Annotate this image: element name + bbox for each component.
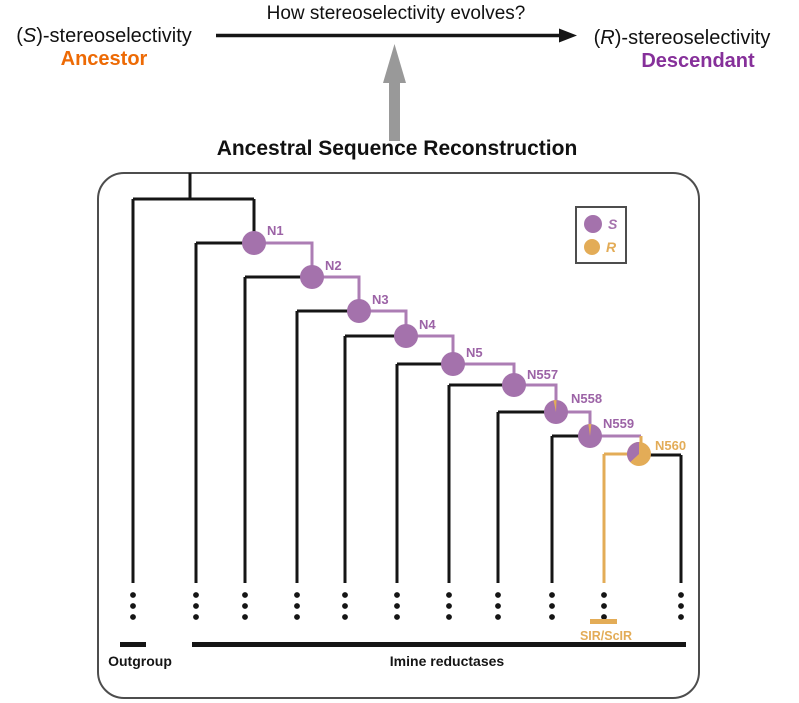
outgroup-label: Outgroup xyxy=(108,653,172,669)
evolution-arrow xyxy=(216,28,577,43)
descendant-role-label: Descendant xyxy=(641,50,755,72)
leaf-dot xyxy=(601,592,607,598)
node-pie-n4 xyxy=(394,324,418,348)
node-pie-n558 xyxy=(544,399,568,424)
leaf-dot xyxy=(495,614,501,620)
node-pie-n1 xyxy=(242,231,266,255)
leaf-dot xyxy=(294,603,300,609)
node-label-n2: N2 xyxy=(325,258,342,273)
legend-row-s: S xyxy=(584,214,625,233)
leaf-dot xyxy=(342,603,348,609)
leaf-dot xyxy=(446,592,452,598)
up-arrow-shape xyxy=(383,44,406,141)
node-label-n3: N3 xyxy=(372,292,389,307)
question-title: How stereoselectivity evolves? xyxy=(266,3,526,24)
ancestor-role-label: Ancestor xyxy=(60,48,148,70)
leaf-dot xyxy=(242,614,248,620)
evolution-arrow-head xyxy=(559,28,577,43)
leaf-dots xyxy=(130,592,684,620)
leaf-dot xyxy=(294,614,300,620)
ancestor-block: (S)-stereoselectivity Ancestor xyxy=(0,25,208,71)
leaf-dot xyxy=(394,614,400,620)
leaf-dot xyxy=(678,614,684,620)
sir-scir-bar xyxy=(590,619,617,624)
sir-scir-label: SIR/ScIR xyxy=(580,629,632,643)
leaf-dot xyxy=(549,614,555,620)
descendant-rest: )-stereoselectivity xyxy=(614,27,771,49)
up-arrow xyxy=(383,44,406,141)
leaf-dot xyxy=(678,603,684,609)
leaf-dot xyxy=(394,603,400,609)
leaf-dot xyxy=(549,603,555,609)
node-label-n4: N4 xyxy=(419,317,436,332)
r-selectivity-icon xyxy=(584,239,600,256)
ancestor-rest: )-stereoselectivity xyxy=(36,25,192,47)
legend-row-r: R xyxy=(584,239,625,256)
leaf-dot xyxy=(193,603,199,609)
node-label-n557: N557 xyxy=(527,367,558,382)
node-label-n559: N559 xyxy=(603,416,634,431)
leaf-dot xyxy=(394,592,400,598)
legend: S R xyxy=(575,206,627,264)
leaf-dot xyxy=(446,614,452,620)
node-label-n1: N1 xyxy=(267,223,284,238)
ancestor-letter: S xyxy=(22,25,37,47)
imine-reductases-bar xyxy=(192,642,686,647)
node-pie-n3 xyxy=(347,299,371,323)
ancestor-stereoselectivity-label: (S)-stereoselectivity xyxy=(0,25,208,48)
node-pie-n2 xyxy=(300,265,324,289)
node-pie-n5 xyxy=(441,352,465,376)
phylogenetic-tree: N1 N2 N3 N4 N5 N557 N558 N559 N560 Outgr… xyxy=(108,173,686,669)
leaf-dot xyxy=(601,603,607,609)
node-label-n5: N5 xyxy=(466,345,483,360)
descendant-paren: ( xyxy=(593,27,601,49)
descendant-block: (R)-stereoselectivity Descendant xyxy=(564,27,799,73)
leaf-dot xyxy=(601,614,607,620)
leaf-dot xyxy=(193,592,199,598)
leaf-dot xyxy=(193,614,199,620)
leaf-dot xyxy=(495,603,501,609)
leaf-dot xyxy=(294,592,300,598)
leaf-dot xyxy=(130,592,136,598)
node-pie-n560 xyxy=(626,441,651,466)
ancestor-paren: ( xyxy=(16,25,23,47)
leaf-dot xyxy=(130,603,136,609)
leaf-dot xyxy=(549,592,555,598)
leaf-dot xyxy=(130,614,136,620)
node-pie-n559 xyxy=(578,423,602,448)
leaf-dot xyxy=(342,592,348,598)
tree-branches-purple xyxy=(254,241,641,438)
leaf-dot xyxy=(242,603,248,609)
imine-reductases-label: Imine reductases xyxy=(390,653,505,669)
leaf-dot xyxy=(678,592,684,598)
descendant-stereoselectivity-label: (R)-stereoselectivity xyxy=(564,27,799,50)
leaf-dot xyxy=(242,592,248,598)
asr-title: Ancestral Sequence Reconstruction xyxy=(216,137,578,160)
descendant-letter: R xyxy=(600,27,615,49)
node-pie-n557 xyxy=(502,373,526,397)
leaf-dot xyxy=(446,603,452,609)
node-label-n560: N560 xyxy=(655,438,686,453)
legend-r-label: R xyxy=(606,239,617,256)
outgroup-bar xyxy=(120,642,146,647)
s-selectivity-icon xyxy=(584,214,602,233)
tree-branches-black xyxy=(131,173,683,583)
leaf-dot xyxy=(495,592,501,598)
node-label-n558: N558 xyxy=(571,391,602,406)
legend-s-label: S xyxy=(608,215,618,232)
leaf-dot xyxy=(342,614,348,620)
